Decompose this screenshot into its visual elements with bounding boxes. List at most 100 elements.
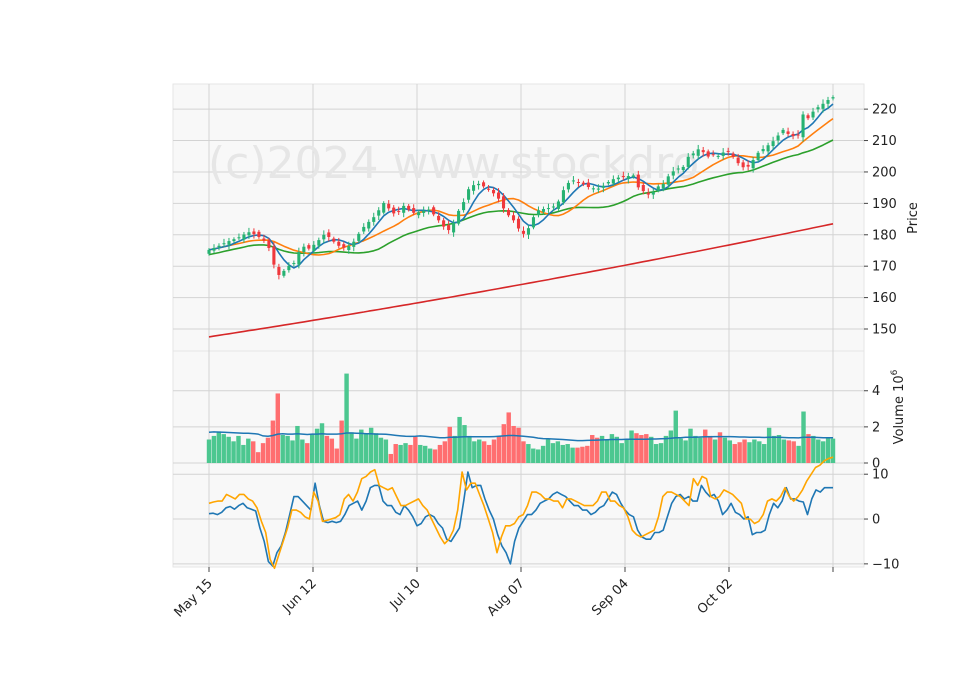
volume-bar-up [678,438,683,463]
volume-bar-down [491,439,497,463]
candle-down [442,220,446,227]
candle-up [681,166,685,171]
volume-bar-down [486,444,492,463]
volume-bar-up [526,444,531,463]
candle-down [392,207,396,214]
candle-down [511,215,516,221]
candle-up [427,209,431,211]
volume-bar-up [246,438,251,463]
candle-down [257,231,261,237]
candle-up [531,217,536,228]
candle-up [591,188,595,190]
volume-bar-up [629,430,634,463]
candle-down [447,225,451,231]
candle-up [237,237,241,239]
candle-down [576,182,580,184]
candle-down [482,182,486,187]
candle-up [781,129,785,134]
candle-down [277,266,281,275]
volume-bar-up [349,432,354,463]
volume-bar-up [403,443,408,463]
volume-bar-up [344,373,349,463]
candle-up [357,233,361,241]
candle-down [387,203,391,209]
candle-up [611,179,615,184]
volume-bar-up [796,445,801,463]
candle-up [297,252,301,265]
volume-bar-up [221,434,226,463]
volume-bar-down [732,444,737,463]
candle-down [262,238,266,241]
volume-bar-up [241,444,246,463]
candle-up [347,246,351,251]
oscillator-axis-tick-label: −10 [872,557,899,572]
candle-up [596,188,600,190]
candle-down [432,207,436,215]
volume-bar-up [427,448,433,463]
candle-up [402,205,406,213]
volume-bar-up [398,444,403,463]
candle-up [566,182,570,190]
volume-bar-up [418,444,423,463]
candle-up [477,183,481,186]
moving-average-long-line [208,223,834,338]
volume-bar-up [285,435,290,463]
volume-bar-up [359,429,364,463]
candle-up [751,160,755,169]
volume-bar-down [791,441,796,463]
candle-up [217,245,221,248]
volume-bar-up [545,439,551,463]
volume-bar-up [467,435,472,463]
volume-bar-down [442,441,448,463]
candle-up [606,182,610,184]
candle-up [377,210,381,216]
volume-bar-up [624,439,629,463]
volume-axis-tick-label: 4 [872,384,880,399]
candle-down [796,134,800,136]
candle-down [786,131,790,134]
candle-up [551,206,555,208]
candle-up [247,232,251,236]
volume-bar-up [560,444,565,463]
candle-up [242,234,246,240]
volume-bar-up [776,435,782,463]
volume-bar-up [364,434,369,463]
candle-up [556,201,560,209]
volume-bar-down [707,435,713,463]
candle-up [771,141,775,147]
candle-down [586,182,590,188]
candle-up [601,185,605,188]
candle-up [372,217,376,222]
candle-up [207,249,211,254]
candle-up [312,244,316,251]
volume-bar-down [251,441,256,463]
candle-up [716,155,720,157]
candle-down [516,218,521,229]
candle-up [691,153,695,156]
candle-down [746,164,750,167]
volume-bar-up [698,437,703,463]
volume-bar-down [594,437,600,463]
candle-up [776,135,780,141]
price-axis-tick-label: 150 [872,323,897,338]
volume-bar-up [771,435,777,463]
volume-bar-down [575,447,580,463]
volume-bar-up [462,425,467,463]
candle-up [212,247,216,251]
volume-bar-down [334,448,339,463]
volume-bar-up [820,441,826,463]
candle-down [521,230,526,234]
volume-bar-up [314,428,320,463]
candle-down [496,192,501,199]
volume-bar-up [570,447,575,463]
candle-down [506,209,511,216]
volume-bar-up [673,410,678,463]
candle-up [546,208,551,210]
candle-up [472,185,476,191]
volume-bar-up [319,423,325,463]
candle-down [581,182,585,185]
volume-bar-up [757,441,762,463]
candle-down [487,188,491,190]
candle-up [352,241,356,247]
